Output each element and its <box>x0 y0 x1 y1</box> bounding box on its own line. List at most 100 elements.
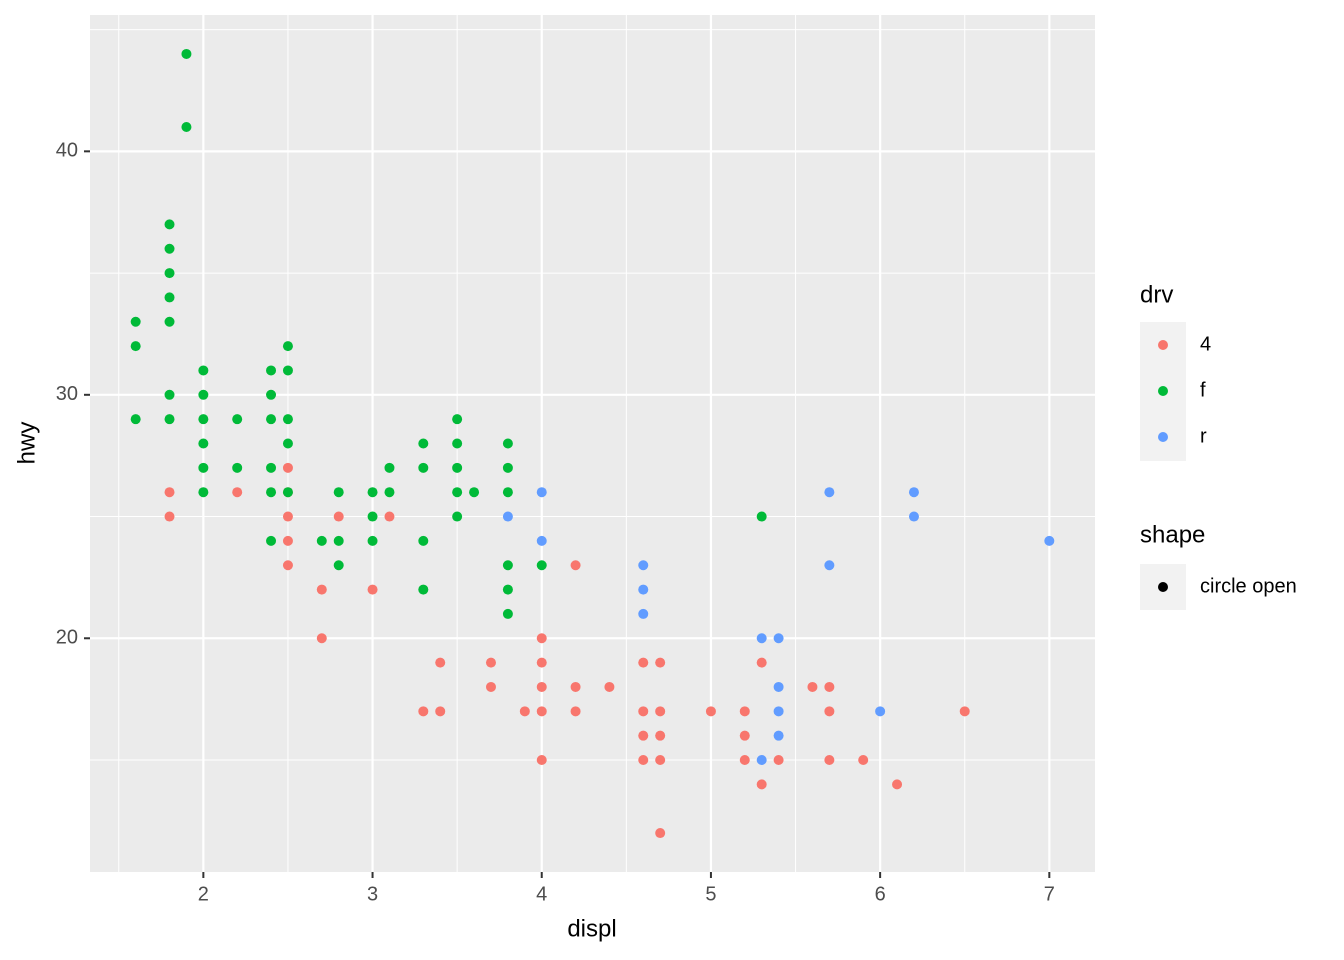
point <box>333 560 344 571</box>
legend-label: circle open <box>1200 575 1297 597</box>
legend-marker <box>1158 386 1168 396</box>
point <box>502 584 513 595</box>
point <box>418 438 429 449</box>
point <box>502 487 513 498</box>
point <box>824 560 835 571</box>
point <box>502 462 513 473</box>
point <box>367 511 378 522</box>
point <box>282 511 293 522</box>
point <box>773 730 784 741</box>
point <box>908 487 919 498</box>
point <box>638 608 649 619</box>
point <box>536 706 547 717</box>
point <box>164 219 175 230</box>
point <box>824 706 835 717</box>
point <box>536 633 547 644</box>
point <box>452 511 463 522</box>
x-tick-label: 3 <box>367 883 378 905</box>
point <box>536 560 547 571</box>
point <box>316 584 327 595</box>
point <box>333 487 344 498</box>
point <box>469 487 480 498</box>
point <box>282 414 293 425</box>
point <box>384 487 395 498</box>
point <box>807 681 818 692</box>
point <box>418 706 429 717</box>
x-tick-label: 5 <box>705 883 716 905</box>
legend-label: f <box>1200 379 1206 401</box>
point <box>130 414 141 425</box>
y-tick-label: 40 <box>56 140 78 162</box>
point <box>198 462 209 473</box>
point <box>705 706 716 717</box>
point <box>198 365 209 376</box>
point <box>232 414 243 425</box>
point <box>266 462 277 473</box>
point <box>435 657 446 668</box>
legend-marker <box>1158 340 1168 350</box>
point <box>824 681 835 692</box>
x-tick-label: 4 <box>536 883 547 905</box>
point <box>198 487 209 498</box>
point <box>266 414 277 425</box>
legend-label: 4 <box>1200 333 1211 355</box>
point <box>638 560 649 571</box>
point <box>536 657 547 668</box>
point <box>282 365 293 376</box>
legend-title: drv <box>1140 281 1173 308</box>
point <box>502 560 513 571</box>
point <box>908 511 919 522</box>
point <box>739 706 750 717</box>
point <box>181 121 192 132</box>
point <box>316 535 327 546</box>
point <box>824 487 835 498</box>
point <box>773 681 784 692</box>
point <box>536 487 547 498</box>
point <box>384 462 395 473</box>
point <box>1044 535 1055 546</box>
point <box>266 535 277 546</box>
point <box>435 706 446 717</box>
point <box>198 438 209 449</box>
legend-label: r <box>1200 425 1207 447</box>
point <box>282 535 293 546</box>
point <box>485 681 496 692</box>
point <box>232 462 243 473</box>
point <box>756 657 767 668</box>
point <box>655 657 666 668</box>
point <box>164 414 175 425</box>
point <box>655 706 666 717</box>
point <box>418 584 429 595</box>
point <box>452 414 463 425</box>
x-tick-label: 7 <box>1044 883 1055 905</box>
point <box>959 706 970 717</box>
point <box>638 706 649 717</box>
point <box>164 268 175 279</box>
point <box>282 462 293 473</box>
point <box>638 657 649 668</box>
point <box>452 462 463 473</box>
point <box>418 535 429 546</box>
y-tick-label: 30 <box>56 383 78 405</box>
point <box>333 511 344 522</box>
legend-marker <box>1158 582 1168 592</box>
point <box>756 511 767 522</box>
point <box>452 438 463 449</box>
point <box>367 487 378 498</box>
point <box>266 365 277 376</box>
panel <box>90 15 1095 872</box>
point <box>536 755 547 766</box>
point <box>739 755 750 766</box>
point <box>858 755 869 766</box>
point <box>232 487 243 498</box>
point <box>892 779 903 790</box>
x-axis-title: displ <box>567 915 616 942</box>
point <box>164 487 175 498</box>
y-axis-title: hwy <box>13 422 40 465</box>
point <box>604 681 615 692</box>
point <box>570 681 581 692</box>
point <box>655 730 666 741</box>
point <box>536 681 547 692</box>
x-tick-label: 6 <box>875 883 886 905</box>
point <box>570 560 581 571</box>
